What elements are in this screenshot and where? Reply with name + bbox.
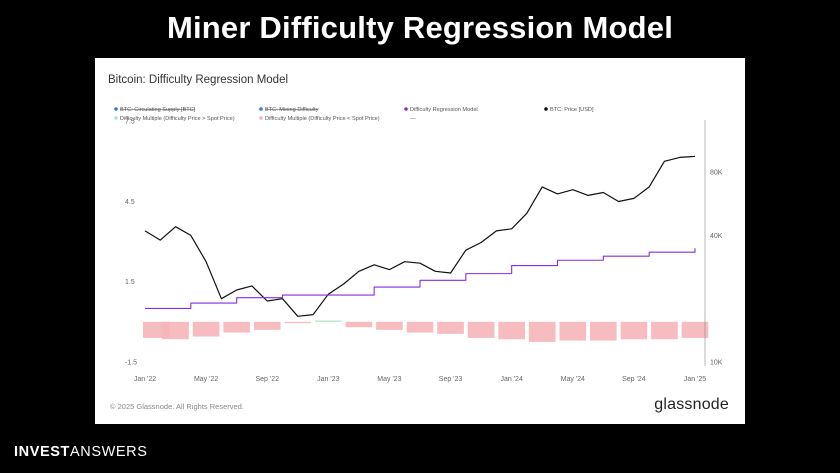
legend-item-btc-circulating-supply-btc: BTC: Circulating Supply [BTC] <box>114 107 196 113</box>
legend-item-btc-price-usd: BTC: Price [USD] <box>544 107 594 113</box>
chart-title: Bitcoin: Difficulty Regression Model <box>108 74 289 86</box>
legend-item-difficulty-multiple-difficulty-price-spot-price: Difficulty Multiple (Difficulty Price > … <box>114 116 235 122</box>
x-tick-label: Sep '22 <box>255 376 279 383</box>
difficulty-multiple-bar <box>376 321 403 330</box>
legend-label: Difficulty Regression Model <box>410 107 478 113</box>
difficulty-multiple-bar <box>284 321 312 324</box>
x-tick-label: May '24 <box>561 376 585 383</box>
x-tick-label: Sep '23 <box>439 376 463 383</box>
legend-marker <box>404 107 408 111</box>
difficulty-multiple-bar <box>528 321 556 342</box>
x-tick-label: Jan '22 <box>134 376 156 383</box>
difficulty-multiple-bar <box>223 321 250 333</box>
legend-marker <box>544 107 548 111</box>
chart-card: Bitcoin: Difficulty Regression Model BTC… <box>95 58 745 424</box>
difficulty-multiple-bar <box>620 321 648 340</box>
x-tick-label: Jan '24 <box>500 376 522 383</box>
brand-light: ANSWERS <box>69 444 148 460</box>
difficulty-multiple-bar <box>406 321 434 333</box>
left-tick-label: 1.5 <box>125 279 135 286</box>
difficulty-multiple-bar <box>437 321 464 334</box>
legend-item-difficulty-multiple-difficulty-price-spot-price: Difficulty Multiple (Difficulty Price < … <box>259 116 380 122</box>
copyright: © 2025 Glassnode. All Rights Reserved. <box>110 402 244 411</box>
x-tick-label: May '22 <box>194 376 218 383</box>
series-line-btc-price-usd <box>144 155 696 317</box>
legend-label: BTC: Circulating Supply [BTC] <box>120 107 196 113</box>
brand-logo: INVESTANSWERS <box>14 444 148 460</box>
difficulty-multiple-bar <box>498 321 525 340</box>
slide-title: Miner Difficulty Regression Model <box>166 10 674 45</box>
legend-marker <box>114 107 118 111</box>
series-lines <box>144 155 696 317</box>
legend-label: — <box>410 116 416 122</box>
chart-legend: BTC: Circulating Supply [BTC] BTC: Mining… <box>114 107 594 122</box>
difficulty-multiple-bar <box>253 321 281 330</box>
legend-item-difficulty-regression-model: Difficulty Regression Model <box>404 107 478 113</box>
legend-marker <box>114 116 118 120</box>
difficulty-multiple-bar <box>192 321 220 337</box>
left-tick-label: -1.5 <box>125 360 137 367</box>
chart: BTC: Circulating Supply [BTC] BTC: Mining… <box>114 107 723 384</box>
legend-label: BTC: Mining Difficulty <box>265 107 319 113</box>
series-line-difficulty-regression-model <box>145 248 696 309</box>
legend-label: Difficulty Multiple (Difficulty Price < … <box>265 116 380 122</box>
left-tick-label: 7.5 <box>125 119 135 126</box>
difficulty-multiple-bar <box>590 321 617 341</box>
difficulty-multiple-bar <box>345 321 373 328</box>
x-tick-label: Sep '24 <box>622 376 646 383</box>
right-tick-label: 80K <box>710 170 723 177</box>
legend-item-btc-mining-difficulty: BTC: Mining Difficulty <box>259 107 319 113</box>
right-tick-label: 10K <box>710 360 723 367</box>
legend-marker <box>259 116 263 120</box>
right-tick-label: 40K <box>710 233 723 240</box>
difficulty-multiple-bars <box>143 320 709 342</box>
difficulty-multiple-bar <box>162 321 189 340</box>
difficulty-multiple-bar <box>559 321 587 341</box>
legend-item-dash: — <box>410 116 416 122</box>
difficulty-multiple-bar <box>315 320 342 322</box>
x-tick-label: Jan '23 <box>317 376 339 383</box>
glassnode-logo: glassnode <box>654 396 729 413</box>
left-tick-label: 4.5 <box>125 199 135 206</box>
x-tick-label: Jan '25 <box>684 376 706 383</box>
x-tick-label: May '23 <box>377 376 401 383</box>
chart-axes: 7.5 4.5 1.5 -1.5 80K 40K 10K Jan '22 May '22 Sep … <box>125 119 723 384</box>
brand-bold: INVEST <box>14 444 70 460</box>
legend-marker <box>259 107 263 111</box>
legend-label: BTC: Price [USD] <box>550 107 594 113</box>
legend-label: Difficulty Multiple (Difficulty Price > … <box>120 116 235 122</box>
difficulty-multiple-bar <box>681 321 709 338</box>
difficulty-multiple-bar <box>467 321 495 338</box>
difficulty-multiple-bar <box>651 321 678 340</box>
